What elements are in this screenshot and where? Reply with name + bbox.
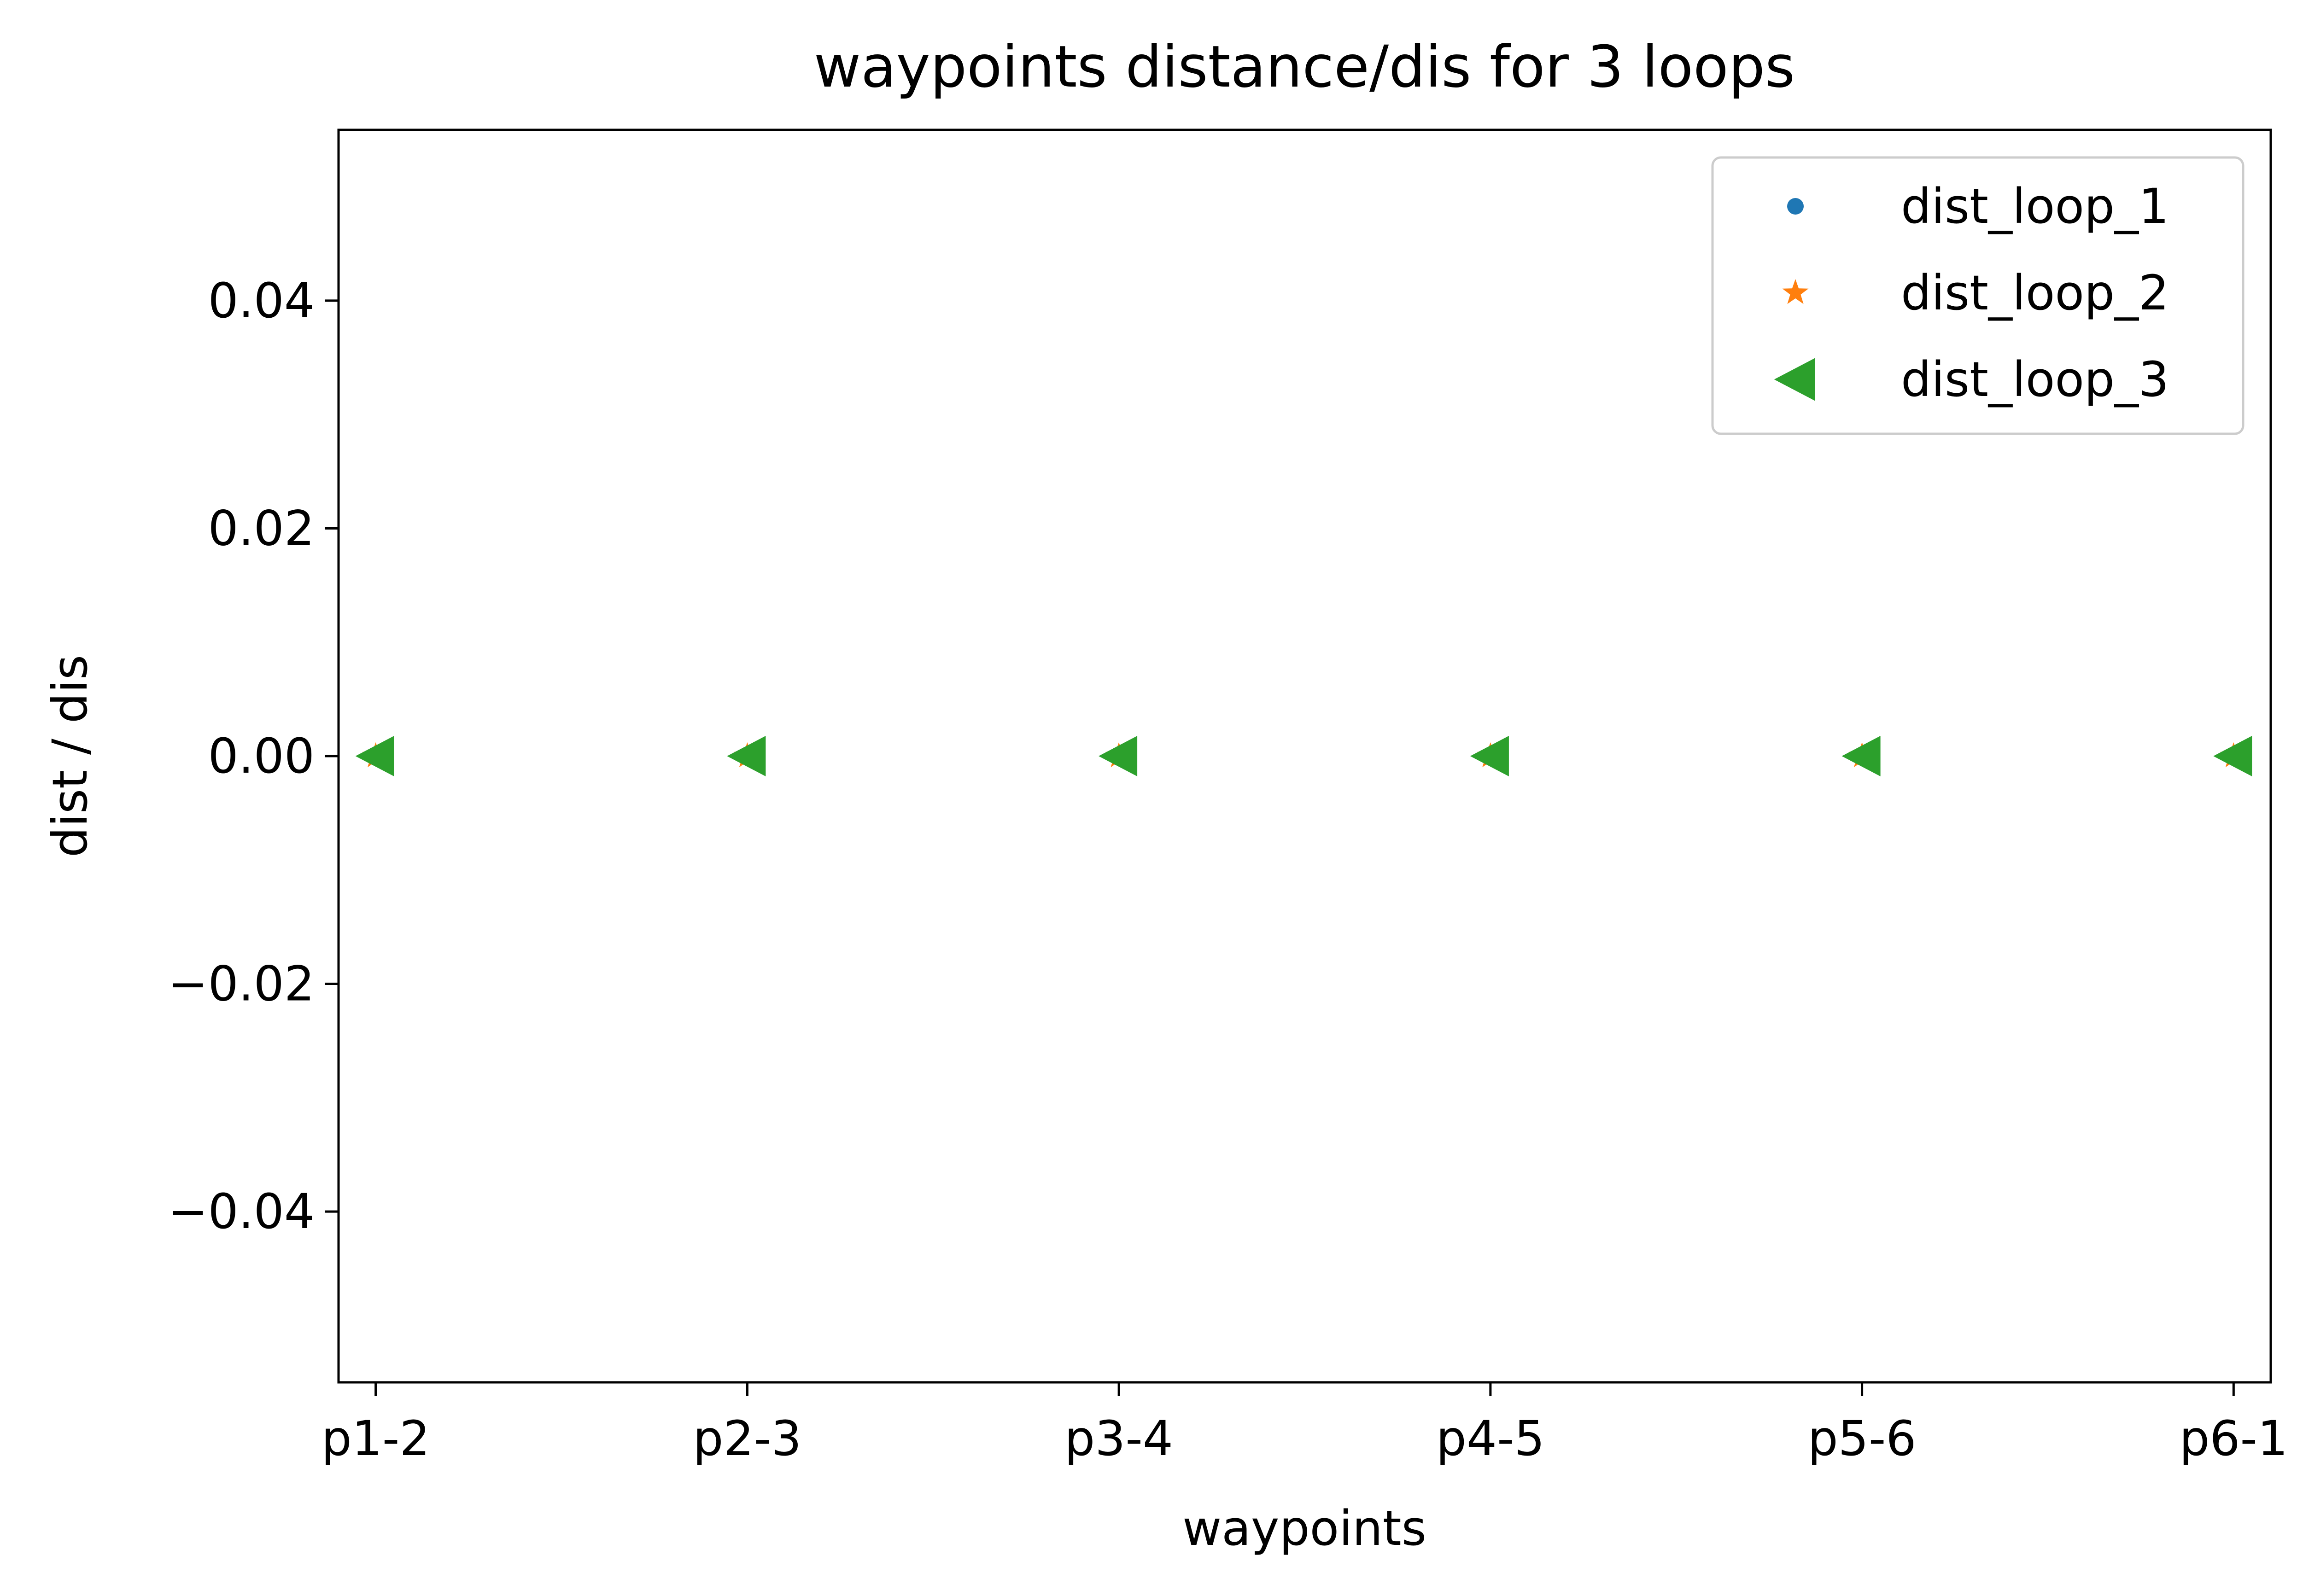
legend-label: dist_loop_3 <box>1901 351 2169 408</box>
x-tick-label: p3-4 <box>1064 1410 1173 1467</box>
legend-label: dist_loop_1 <box>1901 178 2169 234</box>
x-tick-label: p1-2 <box>321 1410 430 1467</box>
dist_loop_3-point <box>355 736 394 776</box>
x-axis-label: waypoints <box>1182 1500 1426 1556</box>
plot-frame <box>337 128 2272 1384</box>
dist_loop_3-point <box>1470 736 1509 776</box>
legend-marker-dist_loop_2 <box>1782 279 1809 304</box>
dist_loop_3-point <box>1099 736 1138 776</box>
y-tick-label: 0.00 <box>208 728 315 784</box>
chart-title: waypoints distance/dis for 3 loops <box>814 34 1795 100</box>
legend-box <box>1711 156 2245 435</box>
x-tick-label: p6-1 <box>2179 1410 2288 1467</box>
y-tick-label: −0.02 <box>168 956 315 1012</box>
data-markers <box>355 736 2252 776</box>
legend-marker-dist_loop_3 <box>1774 358 1815 401</box>
y-tick-label: 0.04 <box>208 273 315 329</box>
dist_loop_3-point <box>2213 736 2252 776</box>
x-axis-ticks: p1-2 p2-3 p3-4 p4-5 p5-6 p6-1 <box>321 1382 2288 1467</box>
y-tick-label: 0.02 <box>208 500 315 556</box>
x-tick-label: p4-5 <box>1436 1410 1545 1467</box>
y-tick-label: −0.04 <box>168 1183 315 1240</box>
x-tick-label: p5-6 <box>1808 1410 1917 1467</box>
legend-label: dist_loop_2 <box>1901 265 2169 321</box>
dist_loop_3-point <box>727 736 766 776</box>
dist_loop_3-point <box>1841 736 1881 776</box>
legend: dist_loop_1 dist_loop_2 dist_loop_3 <box>1711 156 2245 435</box>
x-tick-label: p2-3 <box>693 1410 801 1467</box>
y-axis-ticks: −0.04 −0.02 0.00 0.02 0.04 <box>168 273 339 1240</box>
y-axis-label: dist / dis <box>42 655 98 857</box>
legend-marker-dist_loop_1 <box>1787 198 1804 215</box>
